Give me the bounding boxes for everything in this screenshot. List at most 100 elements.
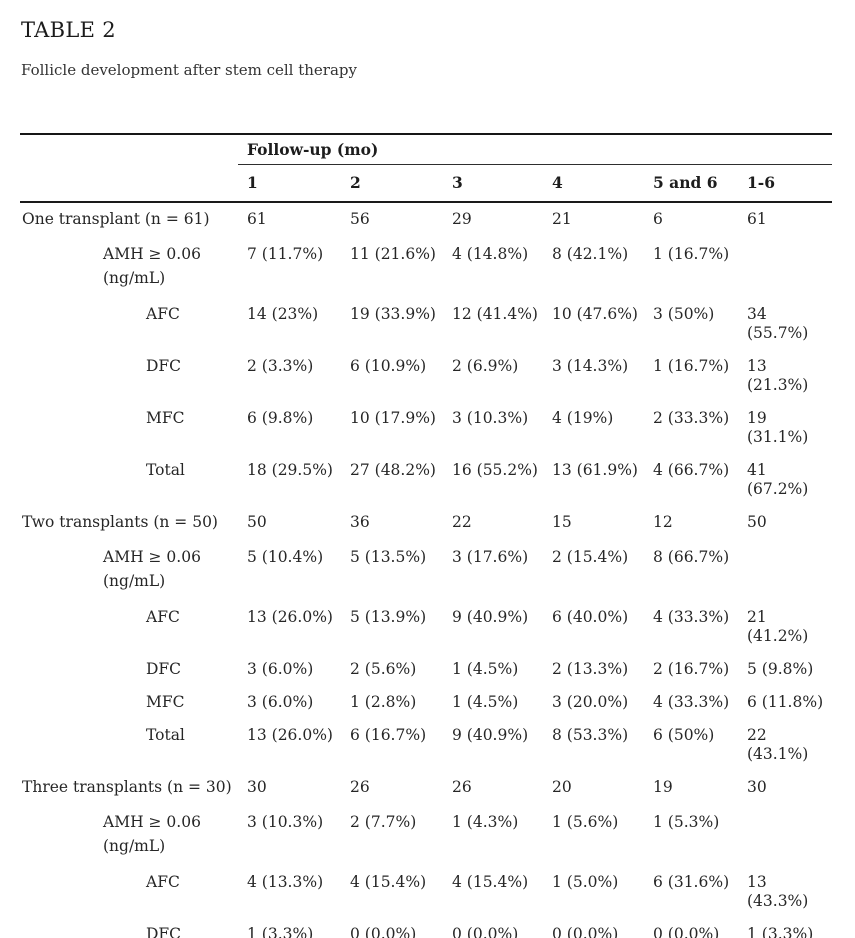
- data-row: DFC 2 (3.3%) 6 (10.9%) 2 (6.9%) 3 (14.3%) 1 (…: [20, 350, 832, 402]
- value-cell: 2 (6.9%): [452, 357, 519, 375]
- value-cell: 6 (11.8%): [747, 693, 824, 711]
- block-count-cell: 20: [552, 778, 572, 796]
- value-cell: 6 (10.9%): [350, 357, 427, 375]
- block-count-cell: 36: [350, 513, 370, 531]
- row-label-line2: (ng/mL): [103, 572, 166, 590]
- row-label: DFC: [146, 357, 182, 375]
- value-cell: 14 (23%): [247, 305, 319, 323]
- value-cell: 19 (31.1%): [747, 409, 809, 446]
- block-count-cell: 30: [247, 778, 267, 796]
- value-cell: 5 (13.5%): [350, 548, 427, 566]
- block-count-cell: 12: [653, 513, 673, 531]
- value-cell: 3 (6.0%): [247, 693, 314, 711]
- value-cell: 21 (41.2%): [747, 608, 809, 645]
- value-cell: [738, 804, 832, 866]
- row-label: Total: [146, 726, 185, 744]
- value-cell: 6 (40.0%): [552, 608, 629, 626]
- value-cell: 1 (16.7%): [653, 245, 730, 263]
- value-cell: 2 (13.3%): [552, 660, 629, 678]
- value-cell: 5 (10.4%): [247, 548, 324, 566]
- value-cell: 4 (15.4%): [452, 873, 529, 891]
- value-cell: 3 (50%): [653, 305, 715, 323]
- block-title-row: Three transplants (n = 30) 30 26 26 20 19 30: [20, 771, 832, 804]
- block-count-cell: 26: [350, 778, 370, 796]
- value-cell: 3 (10.3%): [247, 813, 324, 831]
- data-row: MFC 6 (9.8%) 10 (17.9%) 3 (10.3%) 4 (19%) 2 (…: [20, 402, 832, 454]
- value-cell: 2 (15.4%): [552, 548, 629, 566]
- block-title-row: Two transplants (n = 50) 50 36 22 15 12 50: [20, 506, 832, 539]
- block-title-label: Two transplants (n = 50): [22, 513, 218, 531]
- data-row: AFC 4 (13.3%) 4 (15.4%) 4 (15.4%) 1 (5.0%) 6 …: [20, 866, 832, 918]
- value-cell: 13 (26.0%): [247, 726, 333, 744]
- block-title-row: One transplant (n = 61) 61 56 29 21 6 61: [20, 202, 832, 236]
- value-cell: 3 (17.6%): [452, 548, 529, 566]
- row-label-line1: AMH ≥ 0.06: [103, 245, 201, 263]
- row-label: AMH ≥ 0.06 (ng/mL): [20, 236, 238, 298]
- month-column-header: 4: [543, 164, 644, 203]
- block-count-cell: 30: [747, 778, 767, 796]
- block-count-cell: 56: [350, 210, 370, 228]
- value-cell: 12 (41.4%): [452, 305, 538, 323]
- value-cell: 0 (0.0%): [653, 925, 720, 938]
- data-row: Total 18 (29.5%) 27 (48.2%) 16 (55.2%) 13 (6…: [20, 454, 832, 506]
- data-row: AFC 14 (23%) 19 (33.9%) 12 (41.4%) 10 (47.6%…: [20, 298, 832, 350]
- row-label-line2: (ng/mL): [103, 269, 166, 287]
- table-subtitle: Follicle development after stem cell the…: [21, 61, 357, 79]
- value-cell: 1 (5.3%): [653, 813, 720, 831]
- row-label: AMH ≥ 0.06 (ng/mL): [20, 539, 238, 601]
- value-cell: 1 (2.8%): [350, 693, 417, 711]
- value-cell: 19 (33.9%): [350, 305, 436, 323]
- value-cell: 13 (43.3%): [747, 873, 809, 910]
- value-cell: 4 (66.7%): [653, 461, 730, 479]
- block-count-cell: 29: [452, 210, 472, 228]
- value-cell: 11 (21.6%): [350, 245, 436, 263]
- value-cell: 2 (7.7%): [350, 813, 417, 831]
- value-cell: 10 (17.9%): [350, 409, 436, 427]
- value-cell: 1 (16.7%): [653, 357, 730, 375]
- value-cell: 0 (0.0%): [552, 925, 619, 938]
- value-cell: 3 (6.0%): [247, 660, 314, 678]
- value-cell: 1 (4.5%): [452, 660, 519, 678]
- block-title-label: One transplant (n = 61): [22, 210, 210, 228]
- block-count-cell: 61: [747, 210, 767, 228]
- value-cell: 4 (15.4%): [350, 873, 427, 891]
- value-cell: 4 (13.3%): [247, 873, 324, 891]
- value-cell: 27 (48.2%): [350, 461, 436, 479]
- value-cell: 1 (5.6%): [552, 813, 619, 831]
- block-count-cell: 6: [653, 210, 663, 228]
- value-cell: 5 (9.8%): [747, 660, 814, 678]
- value-cell: 16 (55.2%): [452, 461, 538, 479]
- row-label: MFC: [146, 409, 185, 427]
- row-label: AFC: [146, 305, 180, 323]
- row-label: DFC: [146, 660, 182, 678]
- month-column-header: 5 and 6: [644, 164, 738, 203]
- value-cell: [738, 539, 832, 601]
- row-label-line1: AMH ≥ 0.06: [103, 813, 201, 831]
- value-cell: 4 (33.3%): [653, 693, 730, 711]
- value-cell: 22 (43.1%): [747, 726, 809, 763]
- row-label: DFC: [146, 925, 182, 938]
- value-cell: 4 (33.3%): [653, 608, 730, 626]
- table-title: TABLE 2: [21, 18, 116, 42]
- value-cell: 8 (42.1%): [552, 245, 629, 263]
- data-row: AFC 13 (26.0%) 5 (13.9%) 9 (40.9%) 6 (40.0%)…: [20, 601, 832, 653]
- value-cell: 4 (19%): [552, 409, 614, 427]
- value-cell: 0 (0.0%): [452, 925, 519, 938]
- header-corner-cell: [20, 164, 238, 203]
- value-cell: 2 (3.3%): [247, 357, 314, 375]
- value-cell: 1 (4.5%): [452, 693, 519, 711]
- row-label: MFC: [146, 693, 185, 711]
- block-count-cell: 50: [247, 513, 267, 531]
- value-cell: 2 (16.7%): [653, 660, 730, 678]
- value-cell: 8 (53.3%): [552, 726, 629, 744]
- value-cell: 8 (66.7%): [653, 548, 730, 566]
- value-cell: 6 (31.6%): [653, 873, 730, 891]
- data-row: DFC 1 (3.3%) 0 (0.0%) 0 (0.0%) 0 (0.0%) 0 (0.…: [20, 918, 832, 938]
- value-cell: 9 (40.9%): [452, 608, 529, 626]
- value-cell: 13 (26.0%): [247, 608, 333, 626]
- value-cell: 7 (11.7%): [247, 245, 324, 263]
- value-cell: 3 (14.3%): [552, 357, 629, 375]
